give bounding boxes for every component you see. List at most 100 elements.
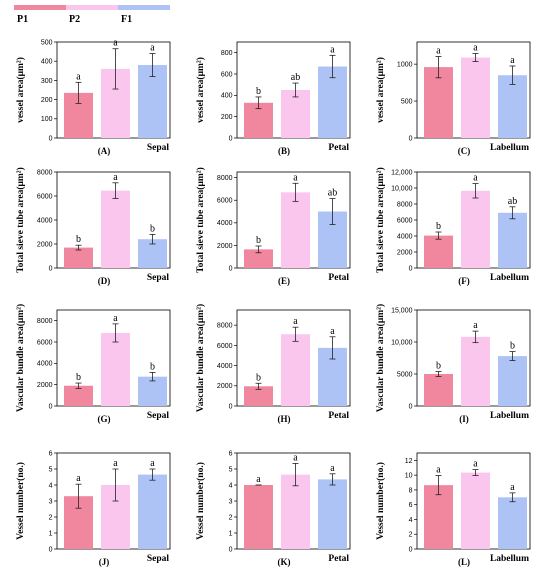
y-tick-label-c: 500 (401, 98, 413, 105)
organ-label-e: Petal (328, 273, 349, 283)
sig-letter-h-p1: b (256, 372, 261, 383)
y-tick-label-l: 2 (409, 532, 413, 539)
bar-k-p1 (244, 485, 273, 549)
sig-letter-l-p1: a (436, 465, 441, 476)
y-tick-label-j: 2 (49, 514, 53, 521)
y-axis-label-k: Vessel number(no.) (195, 462, 206, 540)
y-tick-label-d: 4000 (37, 217, 53, 224)
y-tick-label-e: 4000 (217, 220, 233, 227)
sig-letter-f-p1: b (436, 221, 441, 232)
bar-l-p1 (424, 485, 453, 549)
sig-letter-b-p2: ab (291, 72, 300, 83)
bar-g-f1 (138, 376, 167, 406)
y-axis-label-a: vessel area(μm²) (15, 57, 26, 123)
y-tick-label-h: 6000 (217, 343, 233, 350)
sig-letter-e-p2: a (293, 172, 298, 183)
legend-swatch-f1 (118, 5, 170, 10)
organ-label-l: Labellum (490, 554, 529, 564)
y-axis-label-d: Total sieve tube area(μm²) (15, 167, 26, 273)
y-axis-label-c: vessel area(μm²) (375, 57, 386, 123)
y-tick-label-i: 5000 (397, 371, 413, 378)
y-tick-label-e: 8000 (217, 175, 233, 182)
bar-b-p2 (281, 90, 310, 138)
bar-b-f1 (318, 66, 347, 138)
y-tick-label-l: 8 (409, 487, 413, 494)
y-tick-label-d: 8000 (37, 169, 53, 176)
y-tick-label-l: 12 (405, 458, 413, 465)
y-tick-label-e: 0 (229, 265, 233, 272)
sig-letter-j-p2: a (113, 458, 118, 469)
y-tick-label-i: 10,000 (391, 339, 413, 346)
y-tick-label-i: 0 (409, 403, 413, 410)
y-tick-label-b: 200 (221, 114, 233, 121)
y-tick-label-f: 8000 (397, 201, 413, 208)
sig-letter-k-f1: a (330, 463, 335, 474)
sig-letter-g-p1: b (76, 372, 81, 383)
bar-f-p1 (424, 235, 453, 268)
sig-letter-l-p2: a (473, 459, 478, 470)
y-axis-label-i: Vascular bundle area(μm²) (375, 304, 386, 412)
legend-label-p2: P2 (69, 14, 80, 25)
bar-i-f1 (498, 356, 527, 406)
sig-letter-e-p1: b (256, 235, 261, 246)
bar-j-f1 (138, 474, 167, 549)
bar-g-p1 (64, 385, 93, 406)
bar-l-f1 (498, 497, 527, 549)
y-tick-label-a: 100 (41, 116, 53, 123)
y-tick-label-b: 600 (221, 71, 233, 78)
y-tick-label-g: 0 (49, 403, 53, 410)
y-tick-label-f: 12,000 (391, 169, 413, 176)
y-tick-label-j: 1 (49, 530, 53, 537)
sig-letter-k-p1: a (256, 474, 261, 485)
bar-i-p2 (461, 336, 490, 406)
y-tick-label-d: 6000 (37, 193, 53, 200)
y-tick-label-c: 0 (409, 135, 413, 142)
panel-label-g: (G) (98, 414, 111, 424)
y-tick-label-a: 300 (41, 78, 53, 85)
organ-label-k: Petal (328, 554, 349, 564)
sig-letter-h-p2: a (293, 316, 298, 327)
y-tick-label-d: 2000 (37, 241, 53, 248)
y-tick-label-k: 1 (229, 530, 233, 537)
y-tick-label-j: 5 (49, 466, 53, 473)
sig-letter-b-f1: a (330, 44, 335, 55)
sig-letter-a-p1: a (76, 71, 81, 82)
y-tick-label-j: 3 (49, 498, 53, 505)
organ-label-g: Sepal (147, 411, 170, 421)
sig-letter-c-f1: a (510, 55, 515, 66)
bar-f-f1 (498, 212, 527, 268)
bar-d-p1 (64, 247, 93, 268)
bar-c-f1 (498, 75, 527, 138)
organ-label-j: Sepal (147, 554, 170, 564)
bar-c-p2 (461, 57, 490, 138)
sig-letter-i-p2: a (473, 320, 478, 331)
organ-label-h: Petal (328, 411, 349, 421)
bar-k-p2 (281, 474, 310, 549)
sig-letter-f-p2: a (473, 173, 478, 184)
organ-label-a: Sepal (147, 143, 170, 153)
organ-label-c: Labellum (490, 143, 529, 153)
y-tick-label-l: 6 (409, 502, 413, 509)
sig-letter-d-p1: b (76, 234, 81, 245)
y-tick-label-l: 10 (405, 473, 413, 480)
bar-h-p1 (244, 386, 273, 406)
y-tick-label-a: 500 (41, 39, 53, 46)
sig-letter-f-f1: ab (508, 196, 517, 207)
sig-letter-j-f1: a (150, 458, 155, 469)
sig-letter-a-p2: a (113, 38, 118, 49)
sig-letter-j-p1: a (76, 473, 81, 484)
bar-d-p2 (101, 190, 130, 268)
bar-h-p2 (281, 334, 310, 406)
y-tick-label-k: 3 (229, 498, 233, 505)
bar-l-p2 (461, 472, 490, 549)
y-tick-label-j: 4 (49, 482, 53, 489)
organ-label-b: Petal (328, 143, 349, 153)
bar-k-f1 (318, 479, 347, 549)
panel-label-l: (L) (458, 557, 470, 567)
bar-e-p1 (244, 249, 273, 268)
bar-g-p2 (101, 332, 130, 406)
sig-letter-g-f1: b (150, 361, 155, 372)
sig-letter-b-p1: b (256, 86, 261, 97)
bar-a-f1 (138, 65, 167, 138)
